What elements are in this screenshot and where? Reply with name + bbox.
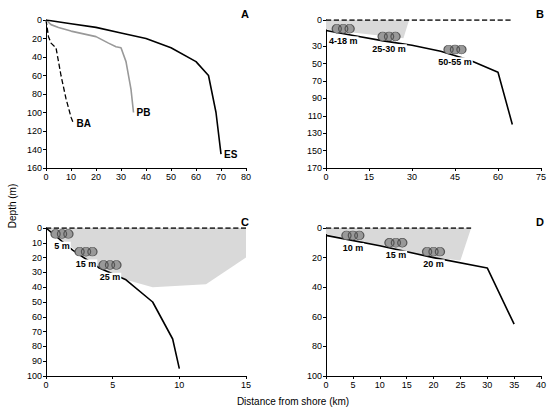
svg-text:15 m: 15 m [76, 259, 97, 269]
svg-text:0: 0 [43, 172, 48, 182]
svg-text:80: 80 [32, 89, 42, 99]
svg-text:80: 80 [312, 341, 322, 351]
svg-text:20: 20 [32, 253, 42, 263]
svg-text:40: 40 [32, 52, 42, 62]
svg-text:30: 30 [32, 267, 42, 277]
svg-text:0: 0 [37, 15, 42, 25]
svg-text:150: 150 [307, 146, 322, 156]
svg-text:15 m: 15 m [386, 250, 407, 260]
svg-text:70: 70 [32, 327, 42, 337]
svg-text:50: 50 [32, 297, 42, 307]
svg-text:70: 70 [216, 172, 226, 182]
svg-text:100: 100 [27, 108, 42, 118]
svg-text:B: B [536, 8, 544, 20]
svg-text:90: 90 [32, 356, 42, 366]
svg-text:20: 20 [428, 380, 438, 390]
svg-text:10: 10 [174, 380, 184, 390]
svg-text:40: 40 [312, 282, 322, 292]
svg-text:5: 5 [110, 380, 115, 390]
svg-text:30: 30 [312, 41, 322, 51]
svg-text:D: D [536, 216, 544, 228]
svg-text:120: 120 [27, 126, 42, 136]
svg-text:0: 0 [323, 172, 328, 182]
svg-text:50: 50 [312, 59, 322, 69]
svg-text:0: 0 [317, 223, 322, 233]
svg-text:60: 60 [32, 312, 42, 322]
svg-text:20: 20 [32, 34, 42, 44]
svg-text:15: 15 [364, 172, 374, 182]
svg-text:30: 30 [407, 172, 417, 182]
svg-text:25: 25 [455, 380, 465, 390]
svg-text:75: 75 [536, 172, 546, 182]
svg-text:25-30 m: 25-30 m [372, 44, 406, 54]
svg-text:70: 70 [312, 76, 322, 86]
svg-text:30: 30 [116, 172, 126, 182]
svg-text:130: 130 [307, 128, 322, 138]
svg-text:40: 40 [32, 282, 42, 292]
svg-text:BA: BA [77, 118, 91, 129]
svg-text:160: 160 [27, 163, 42, 173]
svg-text:100: 100 [307, 371, 322, 381]
svg-text:15: 15 [241, 380, 251, 390]
svg-text:50: 50 [166, 172, 176, 182]
svg-text:A: A [241, 8, 249, 20]
svg-text:80: 80 [241, 172, 251, 182]
svg-text:170: 170 [307, 163, 322, 173]
svg-text:0: 0 [37, 223, 42, 233]
svg-text:10: 10 [66, 172, 76, 182]
svg-text:20: 20 [312, 253, 322, 263]
svg-text:10: 10 [32, 238, 42, 248]
svg-text:20: 20 [91, 172, 101, 182]
svg-text:5: 5 [350, 380, 355, 390]
svg-text:40: 40 [141, 172, 151, 182]
svg-text:110: 110 [308, 111, 322, 121]
svg-text:60: 60 [312, 312, 322, 322]
svg-text:90: 90 [312, 93, 322, 103]
svg-text:20 m: 20 m [423, 259, 444, 269]
svg-text:30: 30 [482, 380, 492, 390]
svg-text:4-18 m: 4-18 m [329, 36, 358, 46]
svg-text:Distance from shore (km): Distance from shore (km) [237, 396, 349, 407]
svg-text:25 m: 25 m [100, 272, 121, 282]
svg-text:PB: PB [137, 107, 151, 118]
svg-text:40: 40 [536, 380, 546, 390]
svg-text:60: 60 [32, 71, 42, 81]
svg-text:140: 140 [27, 145, 42, 155]
svg-text:50-55 m: 50-55 m [438, 57, 472, 67]
svg-text:C: C [241, 216, 249, 228]
svg-text:80: 80 [32, 341, 42, 351]
svg-text:10 m: 10 m [343, 243, 364, 253]
svg-text:60: 60 [191, 172, 201, 182]
svg-text:0: 0 [317, 15, 322, 25]
svg-text:35: 35 [509, 380, 519, 390]
svg-text:60: 60 [493, 172, 503, 182]
svg-text:0: 0 [323, 380, 328, 390]
svg-text:Depth (m): Depth (m) [7, 184, 18, 228]
svg-text:5 m: 5 m [54, 241, 70, 251]
svg-text:45: 45 [450, 172, 460, 182]
svg-text:100: 100 [27, 371, 42, 381]
svg-text:0: 0 [43, 380, 48, 390]
svg-text:ES: ES [224, 149, 238, 160]
svg-text:15: 15 [402, 380, 412, 390]
svg-text:10: 10 [375, 380, 385, 390]
